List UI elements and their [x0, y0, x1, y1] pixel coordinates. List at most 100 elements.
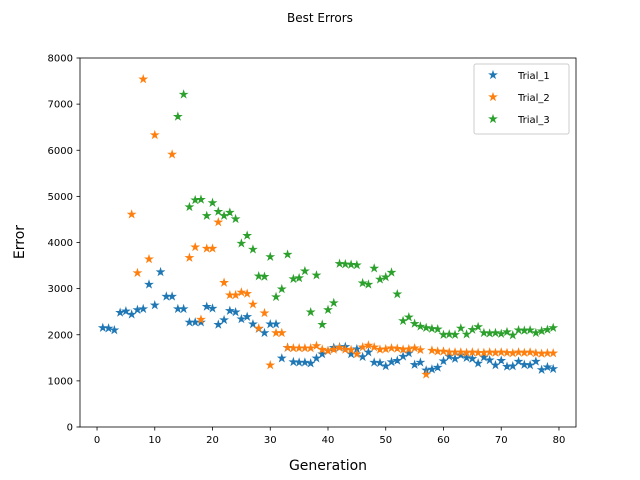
chart-title: Best Errors [287, 11, 353, 25]
data-point [369, 342, 380, 352]
data-point [340, 344, 351, 354]
data-point [351, 259, 362, 270]
data-point [357, 277, 368, 288]
legend-label: Trial_2 [517, 93, 550, 104]
data-point [484, 354, 495, 365]
data-point [196, 317, 206, 327]
data-point [542, 361, 553, 372]
data-point [363, 340, 374, 350]
data-point [536, 348, 547, 358]
data-point [242, 288, 253, 298]
y-tick-label: 6000 [48, 146, 73, 157]
data-point [386, 356, 397, 367]
data-point [536, 364, 547, 374]
data-point [490, 327, 501, 338]
data-point [484, 328, 495, 338]
data-point [132, 267, 143, 278]
data-point [305, 306, 316, 317]
data-point [340, 259, 351, 269]
data-point [548, 363, 559, 374]
data-point [380, 271, 391, 282]
data-point [288, 273, 299, 284]
data-point [409, 342, 420, 353]
data-point [467, 324, 478, 334]
data-point [392, 343, 403, 353]
data-point [375, 357, 385, 368]
legend-marker [488, 91, 498, 102]
data-point [351, 348, 362, 359]
data-point [271, 291, 281, 302]
y-tick-label: 1000 [48, 376, 73, 387]
data-point [380, 343, 391, 354]
data-point [219, 210, 229, 220]
data-point [178, 303, 189, 314]
data-point [519, 359, 530, 369]
series-Trial_2 [126, 74, 559, 379]
data-point [415, 344, 426, 355]
data-point [213, 206, 224, 216]
data-point [126, 309, 137, 319]
y-tick-label: 2000 [48, 330, 73, 341]
data-point [236, 238, 247, 248]
axes: 0 10 20 30 40 50 60 70 80 0 1000 2000 3000 4000 5000 60… [48, 54, 577, 446]
data-point [248, 318, 258, 329]
data-point [450, 353, 460, 363]
data-point [496, 347, 507, 357]
data-point [519, 325, 530, 335]
series-Trial_3 [172, 89, 559, 340]
legend-item: Trial_1 [488, 69, 550, 82]
data-point [97, 322, 108, 333]
data-point [455, 349, 466, 360]
data-point [513, 356, 524, 366]
legend-label: Trial_3 [517, 115, 550, 126]
data-point [467, 353, 478, 363]
data-point [207, 197, 218, 208]
x-tick-label: 60 [437, 435, 450, 446]
data-point [334, 342, 345, 352]
data-point [201, 301, 212, 311]
data-point [207, 303, 218, 313]
data-point [253, 323, 264, 333]
data-point [369, 263, 380, 273]
data-point [149, 129, 160, 140]
x-tick-label: 10 [148, 435, 161, 446]
data-point [109, 324, 120, 335]
data-point [167, 291, 178, 301]
data-point [473, 321, 484, 332]
data-point [427, 323, 437, 333]
data-point [271, 318, 281, 329]
data-point [103, 323, 114, 333]
data-point [525, 324, 536, 335]
data-point [282, 249, 293, 259]
legend-marker [488, 113, 498, 124]
data-point [144, 253, 154, 264]
data-point [323, 345, 333, 356]
data-point [415, 321, 426, 331]
data-point [409, 318, 420, 328]
data-point [473, 358, 484, 368]
data-point [149, 300, 160, 310]
data-point [357, 342, 368, 352]
data-point [507, 360, 518, 371]
data-point [530, 356, 541, 366]
data-point [513, 347, 524, 357]
x-tick-label: 50 [379, 435, 392, 446]
data-point [530, 327, 541, 338]
legend-item: Trial_2 [488, 91, 550, 104]
data-point [346, 344, 357, 355]
data-point [432, 362, 443, 372]
data-point [276, 353, 287, 363]
data-point [461, 352, 472, 362]
data-point [496, 328, 507, 339]
data-point [299, 265, 310, 276]
data-point [276, 327, 287, 338]
data-point [317, 348, 328, 359]
y-tick-label: 5000 [48, 192, 73, 203]
data-point [138, 303, 149, 314]
data-point [299, 357, 310, 367]
data-point [230, 306, 241, 317]
data-point [265, 251, 276, 261]
data-point [427, 364, 437, 374]
data-point [490, 347, 501, 357]
